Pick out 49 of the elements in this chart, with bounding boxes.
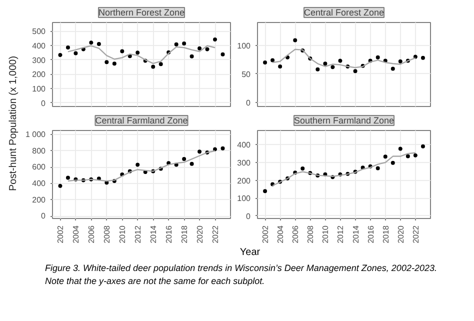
x-tick-label: 2014 bbox=[351, 224, 360, 244]
x-tick-label: 2008 bbox=[102, 224, 112, 244]
y-axis-title: Post-hunt Population (x 1,000) bbox=[8, 56, 20, 192]
x-tick-label: 2002 bbox=[261, 224, 270, 244]
y-tick-label: 200 bbox=[32, 195, 46, 204]
y-tick-label: 200 bbox=[32, 70, 46, 80]
x-tick-label: 2012 bbox=[134, 224, 143, 244]
y-tick-label: 100 bbox=[237, 194, 252, 204]
x-tick-label: 2012 bbox=[336, 224, 346, 244]
chart-title: Southern Farmland Zone bbox=[294, 116, 394, 126]
x-tick-label: 2018 bbox=[180, 224, 190, 244]
x-tick-label: 2020 bbox=[396, 224, 406, 244]
y-tick-label: 0 bbox=[246, 98, 252, 108]
x-axis-title: Year bbox=[240, 246, 260, 260]
x-tick-label: 2008 bbox=[306, 224, 316, 244]
x-tick-label: 2010 bbox=[321, 224, 330, 244]
caption: Figure 3. White-tailed deer population trends in Wisconsin’s Deer Management Zones, 2002-2023. Note that the y-axes are not the same for each subplot. bbox=[45, 262, 438, 288]
y-tick-label: 50 bbox=[242, 70, 252, 79]
x-tick-label: 2004 bbox=[72, 224, 81, 244]
y-tick-label: 1 000 bbox=[25, 130, 46, 140]
x-tick-label: 2010 bbox=[118, 224, 128, 244]
y-tick-label: 400 bbox=[32, 178, 46, 188]
y-tick-label: 200 bbox=[237, 176, 252, 186]
y-tick-label: 400 bbox=[32, 41, 46, 50]
x-tick-label: 2020 bbox=[196, 224, 205, 244]
x-tick-label: 2022 bbox=[211, 224, 220, 244]
x-tick-label: 2006 bbox=[291, 224, 300, 244]
y-tick-label: 300 bbox=[237, 158, 252, 168]
y-tick-label: 100 bbox=[237, 41, 252, 50]
x-tick-label: 2002 bbox=[56, 224, 66, 244]
x-tick-label: 2014 bbox=[149, 224, 158, 244]
y-tick-label: 600 bbox=[32, 162, 46, 172]
y-tick-label: 500 bbox=[32, 27, 46, 36]
y-tick-label: 400 bbox=[237, 140, 252, 150]
y-tick-label: 800 bbox=[32, 146, 46, 156]
y-tick-label: 0 bbox=[41, 98, 46, 108]
x-tick-label: 2016 bbox=[164, 224, 174, 244]
y-tick-label: 300 bbox=[32, 56, 46, 65]
chart-title: Northern Forest Zone bbox=[98, 8, 185, 18]
x-tick-label: 2006 bbox=[87, 224, 96, 244]
chart-title: Central Forest Zone bbox=[304, 8, 384, 18]
y-tick-label: 0 bbox=[246, 212, 252, 221]
chart-title: Central Farmland Zone bbox=[95, 116, 188, 126]
x-tick-label: 2022 bbox=[411, 224, 420, 244]
y-tick-label: 0 bbox=[41, 212, 46, 221]
y-tick-label: 100 bbox=[32, 84, 46, 94]
x-tick-label: 2004 bbox=[276, 224, 286, 244]
x-tick-label: 2016 bbox=[366, 224, 376, 244]
x-tick-label: 2018 bbox=[381, 224, 390, 244]
